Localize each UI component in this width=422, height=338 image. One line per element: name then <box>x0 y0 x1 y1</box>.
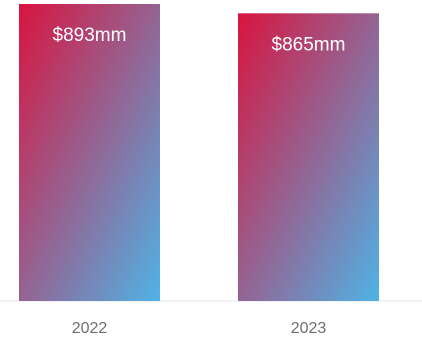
data-labels-group: $893mm $865mm <box>53 25 346 55</box>
bar-2022 <box>19 4 160 301</box>
data-label-2023: $865mm <box>272 34 346 55</box>
x-tick-label-2022: 2022 <box>72 320 108 337</box>
bar-2023 <box>238 13 379 301</box>
x-tick-labels-group: 2022 2023 <box>72 320 327 337</box>
data-label-2022: $893mm <box>53 25 127 46</box>
bars-group <box>19 4 379 301</box>
x-tick-label-2023: 2023 <box>291 320 327 337</box>
